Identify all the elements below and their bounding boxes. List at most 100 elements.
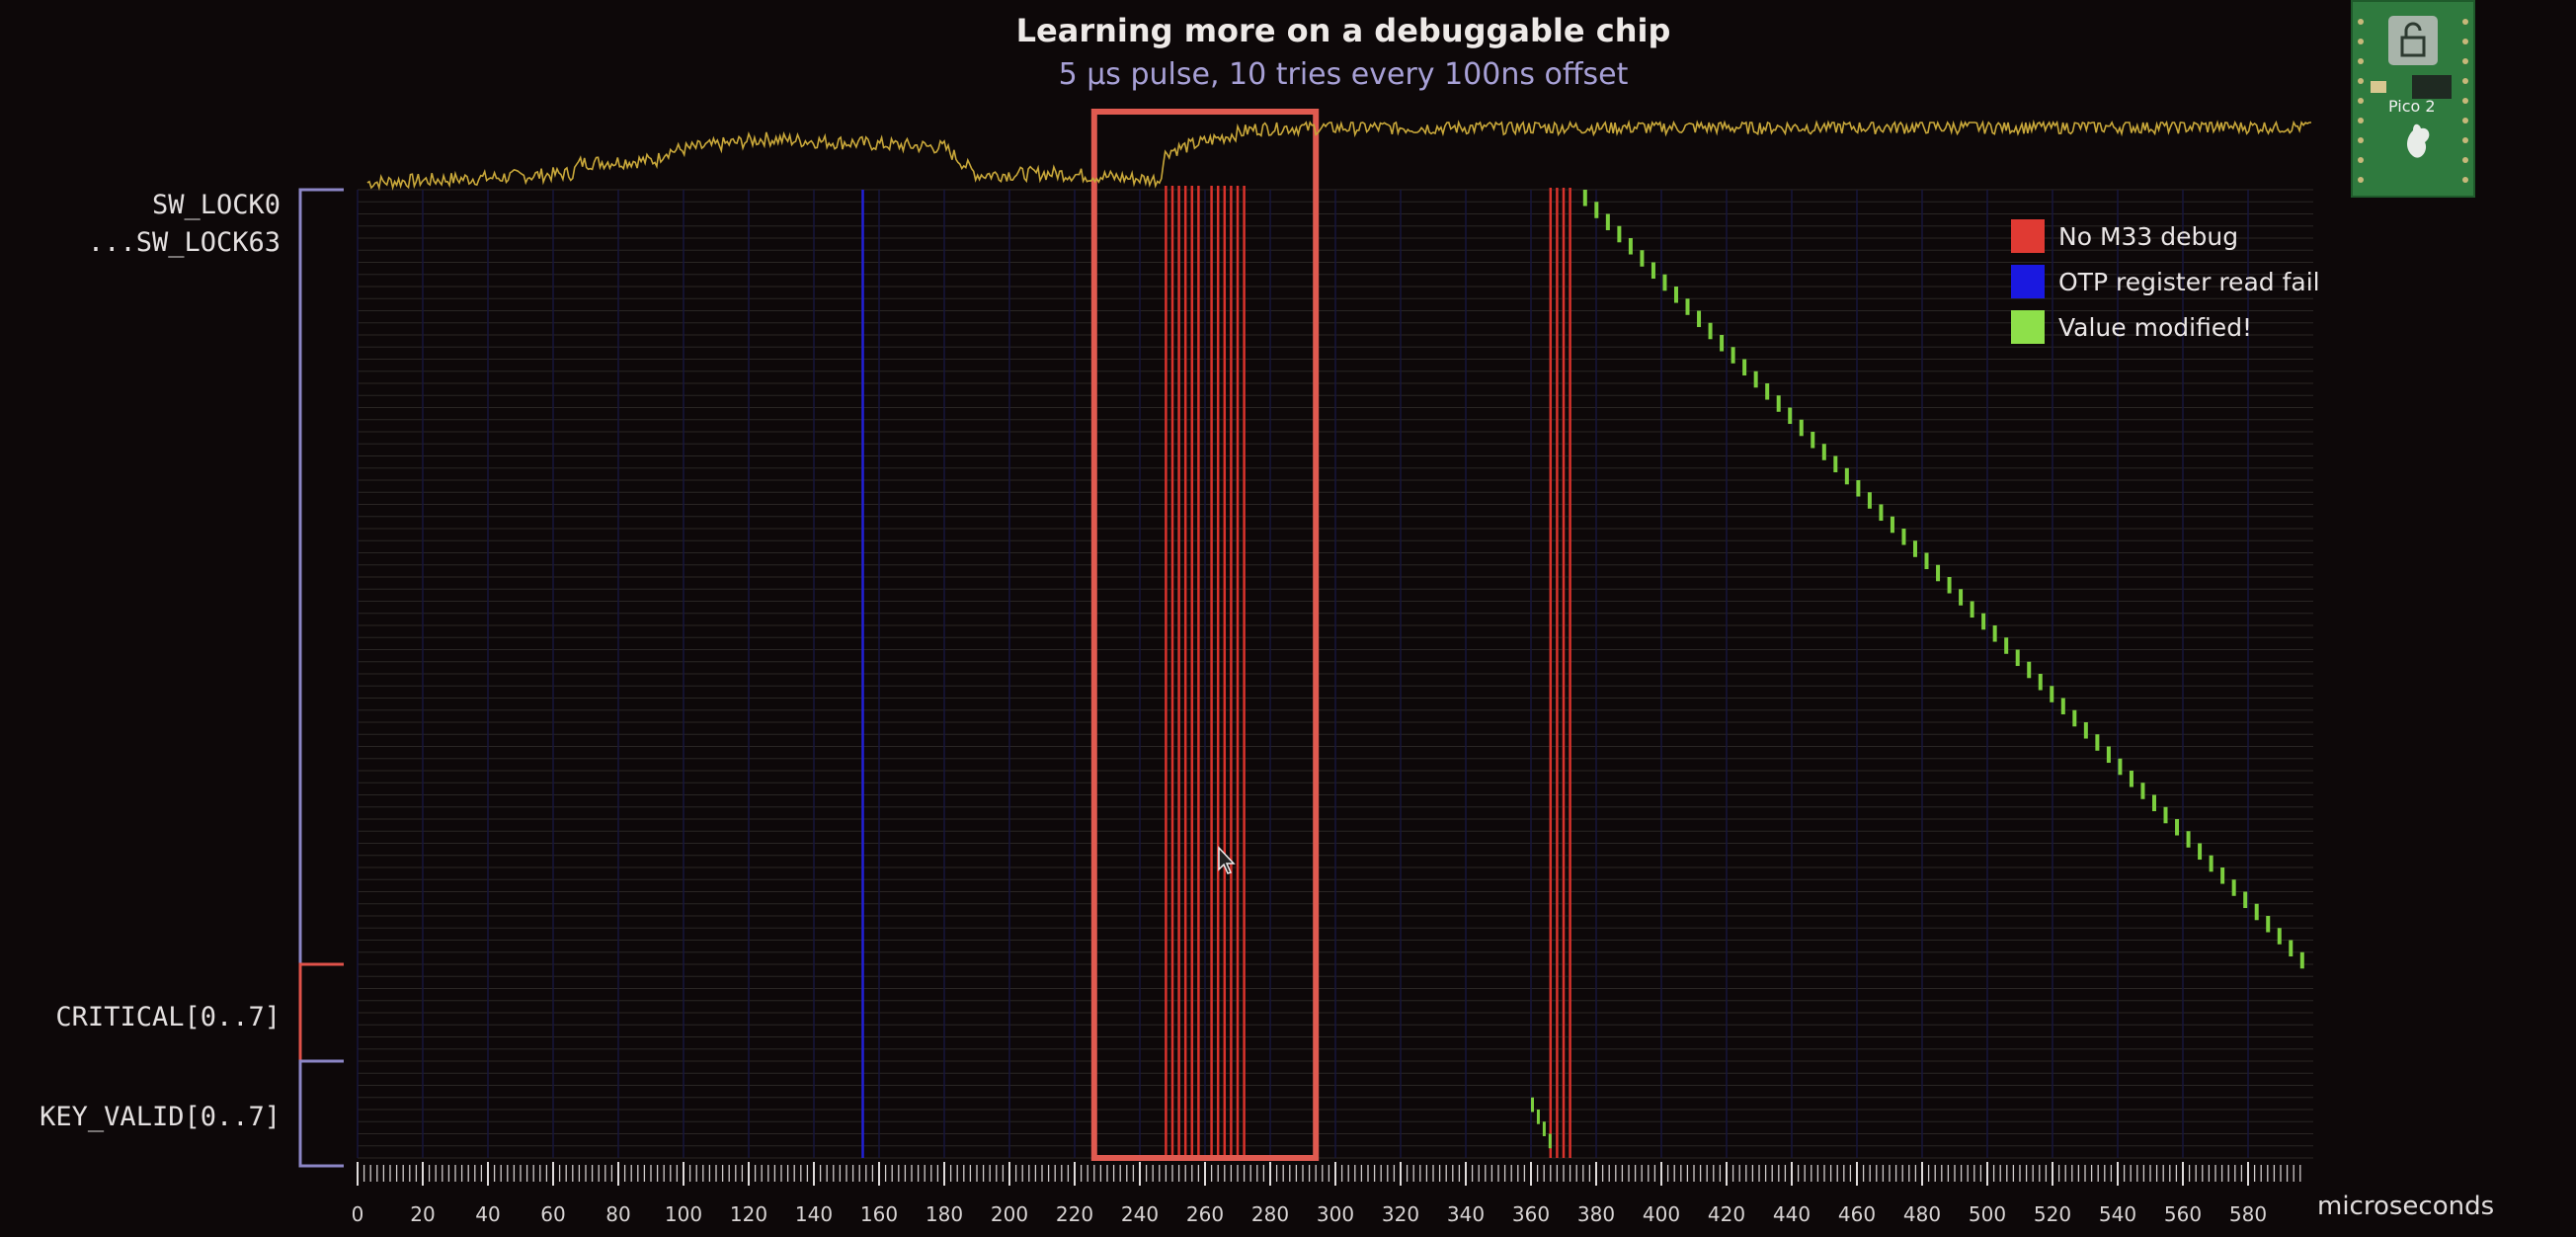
value-modified-mark <box>1981 613 1986 630</box>
value-modified-mark <box>2038 674 2043 691</box>
x-axis-tick-label: 40 <box>475 1202 500 1226</box>
x-axis-tick-label: 520 <box>2034 1202 2071 1226</box>
legend-swatch-red <box>2011 219 2045 253</box>
value-modified-mark <box>2198 843 2203 861</box>
value-modified-mark <box>1617 225 1622 243</box>
value-modified-mark <box>1901 529 1906 545</box>
lock-icon <box>2400 36 2426 57</box>
legend-item-otp-read-fail: OTP register read fail <box>2011 259 2320 304</box>
value-modified-mark <box>1776 395 1781 412</box>
value-modified-mark <box>1947 577 1952 594</box>
legend-item-no-m33-debug: No M33 debug <box>2011 213 2320 259</box>
x-axis-tick-label: 140 <box>795 1202 833 1226</box>
value-modified-mark <box>1833 455 1838 473</box>
x-axis-tick-label: 220 <box>1056 1202 1093 1226</box>
value-modified-mark <box>2266 916 2271 933</box>
value-modified-mark <box>2243 891 2248 909</box>
value-modified-mark <box>1821 444 1826 460</box>
x-axis-tick-label: 60 <box>540 1202 565 1226</box>
value-modified-mark <box>1912 540 1917 557</box>
legend-label: OTP register read fail <box>2058 267 2320 296</box>
board-rp2350 <box>2412 75 2452 99</box>
pico-board-image: Pico 2 <box>2351 0 2475 198</box>
value-modified-mark <box>1536 1110 1540 1124</box>
value-modified-mark <box>1548 1133 1552 1149</box>
value-modified-mark <box>2277 928 2282 945</box>
value-modified-mark <box>1959 589 1964 606</box>
x-axis-tick-label: 120 <box>730 1202 767 1226</box>
value-modified-mark <box>2072 709 2077 727</box>
x-axis-tick-label: 480 <box>1903 1202 1941 1226</box>
x-axis-tick-label: 560 <box>2164 1202 2202 1226</box>
value-modified-mark <box>2129 771 2133 787</box>
raspberry-logo-icon <box>2407 124 2430 158</box>
value-modified-mark <box>2254 903 2259 921</box>
x-axis-tick-label: 200 <box>991 1202 1028 1226</box>
x-axis-tick-label: 460 <box>1838 1202 1876 1226</box>
value-modified-mark <box>1788 407 1793 425</box>
value-modified-mark <box>2140 783 2145 799</box>
value-modified-mark <box>1640 250 1645 267</box>
value-modified-mark <box>1765 383 1770 400</box>
legend: No M33 debug OTP register read fail Valu… <box>2011 213 2320 350</box>
label-key-valid: KEY_VALID[0..7] <box>40 1102 281 1132</box>
value-modified-mark <box>2209 855 2214 872</box>
value-modified-mark <box>1731 347 1735 364</box>
value-modified-mark <box>1844 467 1849 485</box>
value-modified-mark <box>2220 867 2225 884</box>
value-modified-mark <box>2186 831 2191 848</box>
legend-swatch-green <box>2011 310 2045 344</box>
value-modified-mark <box>1867 492 1872 509</box>
value-modified-mark <box>1673 287 1678 303</box>
value-modified-mark <box>1628 238 1633 255</box>
x-axis-tick-label: 0 <box>352 1202 364 1226</box>
power-trace-line <box>366 119 2311 192</box>
x-axis-tick-label: 240 <box>1121 1202 1159 1226</box>
value-modified-mark <box>2231 879 2236 896</box>
x-axis-tick-label: 500 <box>1969 1202 2006 1226</box>
chart-subtitle: 5 μs pulse, 10 tries every 100ns offset <box>1058 57 1629 92</box>
value-modified-mark <box>2050 686 2054 702</box>
x-axis-unit-label: microseconds <box>2317 1192 2495 1221</box>
x-axis-tick-label: 540 <box>2099 1202 2136 1226</box>
lock-shackle <box>2404 22 2422 38</box>
value-modified-mark <box>2004 637 2009 654</box>
value-modified-mark <box>2106 746 2111 764</box>
value-modified-mark <box>2027 661 2032 679</box>
value-modified-mark <box>1697 310 1702 328</box>
value-modified-mark <box>2163 806 2168 824</box>
value-modified-mark <box>1605 213 1610 231</box>
label-sw-lock-end: ...SW_LOCK63 <box>87 227 281 258</box>
x-axis-tick-label: 80 <box>605 1202 630 1226</box>
value-modified-mark <box>2095 734 2100 751</box>
value-modified-mark <box>1742 359 1747 376</box>
value-modified-mark <box>1650 262 1655 280</box>
value-modified-mark <box>1879 504 1884 522</box>
sw-lock-bracket <box>298 188 344 966</box>
legend-swatch-blue <box>2011 265 2045 298</box>
value-modified-mark <box>1799 419 1804 437</box>
legend-label: No M33 debug <box>2058 221 2239 251</box>
value-modified-mark <box>2289 940 2294 957</box>
x-axis-tick-label: 420 <box>1708 1202 1745 1226</box>
x-axis-tick-label: 320 <box>1382 1202 1419 1226</box>
key-valid-bracket <box>298 1059 344 1168</box>
x-axis-tick-label: 440 <box>1773 1202 1811 1226</box>
value-modified-mark <box>1720 335 1725 352</box>
x-axis-tick-label: 400 <box>1643 1202 1680 1226</box>
value-modified-mark <box>2299 951 2304 969</box>
x-axis-tick-label: 580 <box>2229 1202 2267 1226</box>
x-axis-tick-label: 300 <box>1317 1202 1354 1226</box>
value-modified-mark <box>2175 819 2180 836</box>
value-modified-mark <box>1890 516 1894 534</box>
x-axis-tick-label: 100 <box>665 1202 702 1226</box>
x-axis-tick-label: 280 <box>1251 1202 1289 1226</box>
value-modified-mark <box>1662 274 1667 291</box>
value-modified-mark <box>2083 722 2088 739</box>
x-axis-tick-label: 340 <box>1447 1202 1485 1226</box>
label-sw-lock-start: SW_LOCK0 <box>151 190 281 220</box>
value-modified-mark <box>2015 649 2020 667</box>
value-modified-mark <box>1708 322 1713 340</box>
board-chip <box>2371 81 2386 93</box>
label-critical: CRITICAL[0..7] <box>55 1002 281 1032</box>
